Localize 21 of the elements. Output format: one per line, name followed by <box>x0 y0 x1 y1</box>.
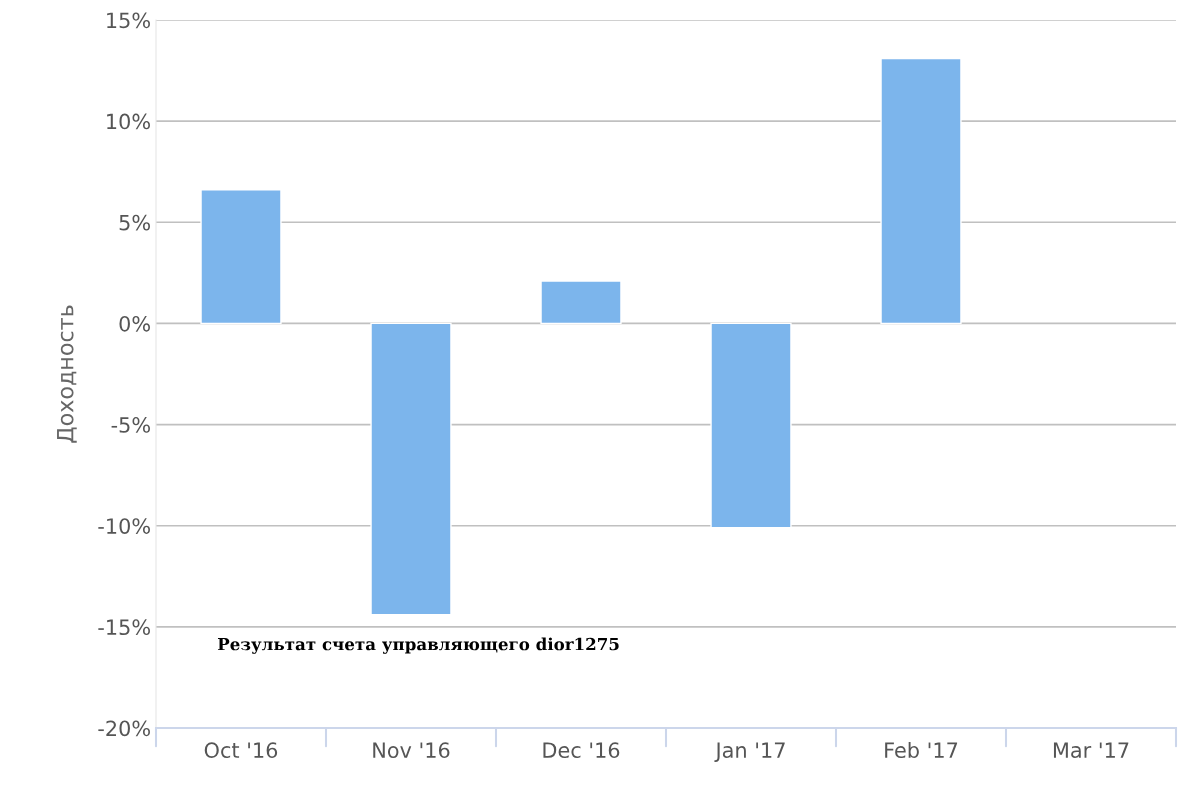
bar <box>710 322 792 529</box>
y-tick-label: -15% <box>98 619 150 636</box>
x-tick-label: Oct '16 <box>204 742 278 759</box>
x-tick-label: Dec '16 <box>543 742 620 759</box>
bar <box>370 322 452 616</box>
y-tick-label: -5% <box>111 417 150 433</box>
y-tick-label: -20% <box>98 720 150 737</box>
annotation: Результат счета управляющего dior1275 <box>217 637 619 654</box>
y-tick-label: 5% <box>119 214 150 231</box>
bar <box>880 57 962 325</box>
y-tick-label: 10% <box>107 113 150 130</box>
x-tick-label: Nov '16 <box>373 742 450 759</box>
x-tick-label: Jan '17 <box>714 742 785 762</box>
y-tick-label: 15% <box>107 12 150 29</box>
y-tick-label: 0% <box>119 315 150 332</box>
bar <box>200 189 282 325</box>
x-tick-label: Mar '17 <box>1053 742 1129 759</box>
y-axis-title: Доходность <box>57 305 77 443</box>
bar <box>540 280 622 325</box>
x-tick-label: Feb '17 <box>885 741 958 759</box>
y-tick-label: -10% <box>98 518 150 534</box>
